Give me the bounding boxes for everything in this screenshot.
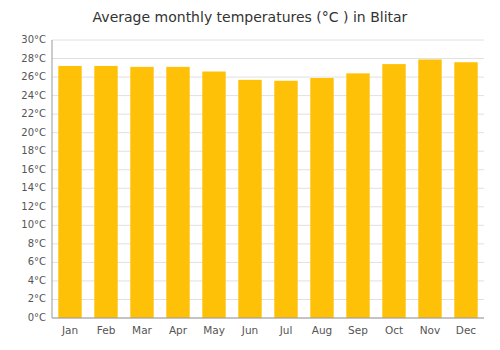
y-tick-label: 4°C (28, 275, 46, 286)
chart-container: 0°C 2°C 4°C 6°C 8°C 10°C 12°C 14°C 16°C 18°C 20°C 2… (0, 0, 500, 350)
x-tick-label: Apr (169, 324, 188, 336)
x-tick-label: Jul (279, 324, 293, 336)
y-tick-label: 12°C (21, 201, 46, 212)
x-tick-label: Mar (132, 324, 152, 336)
y-tick-label: 26°C (21, 71, 46, 82)
x-tick-label: Aug (312, 324, 333, 336)
bar (454, 62, 477, 318)
y-tick-label: 8°C (28, 238, 46, 249)
y-tick-labels: 0°C 2°C 4°C 6°C 8°C 10°C 12°C 14°C 16°C 18°C 20°C 2… (21, 34, 46, 323)
chart-svg: 0°C 2°C 4°C 6°C 8°C 10°C 12°C 14°C 16°C 18°C 20°C 2… (0, 0, 500, 350)
y-tick-label: 16°C (21, 164, 46, 175)
y-tick-label: 14°C (21, 182, 46, 193)
x-tick-label: Oct (385, 324, 403, 336)
y-tick-label: 18°C (21, 145, 46, 156)
grid-line (52, 58, 484, 59)
bar (94, 66, 117, 318)
bar (418, 59, 441, 318)
bar (310, 78, 333, 318)
bar (202, 72, 225, 318)
y-tick-label: 22°C (21, 108, 46, 119)
y-tick-label: 2°C (28, 293, 46, 304)
y-axis-line (52, 40, 53, 318)
x-tick-label: Dec (456, 324, 477, 336)
y-tick-label: 30°C (21, 34, 46, 45)
y-tick-label: 6°C (28, 256, 46, 267)
bar (274, 81, 297, 318)
x-tick-label: Jun (241, 324, 258, 336)
bar (130, 67, 153, 318)
y-tick-label: 24°C (21, 90, 46, 101)
y-tick-label: 20°C (21, 127, 46, 138)
x-tick-label: Sep (348, 324, 368, 336)
x-tick-label: Jan (61, 324, 78, 336)
bar (346, 73, 369, 318)
bar (58, 66, 81, 318)
bar (238, 80, 261, 318)
x-tick-label: May (203, 324, 225, 336)
x-tick-label: Nov (420, 324, 441, 336)
x-axis-line (52, 318, 484, 319)
chart-title: Average monthly temperatures (°C ) in Bl… (93, 9, 408, 25)
x-tick-labels: Jan Feb Mar Apr May Jun Jul Aug Sep Oct Nov Dec (61, 324, 476, 336)
bar (382, 64, 405, 318)
y-grid (52, 40, 484, 318)
bar (166, 67, 189, 318)
bars (58, 59, 477, 318)
y-tick-label: 10°C (21, 219, 46, 230)
y-tick-label: 0°C (28, 312, 46, 323)
grid-line (52, 318, 484, 319)
y-tick-label: 28°C (21, 53, 46, 64)
x-tick-label: Feb (97, 324, 116, 336)
grid-line (52, 40, 484, 41)
